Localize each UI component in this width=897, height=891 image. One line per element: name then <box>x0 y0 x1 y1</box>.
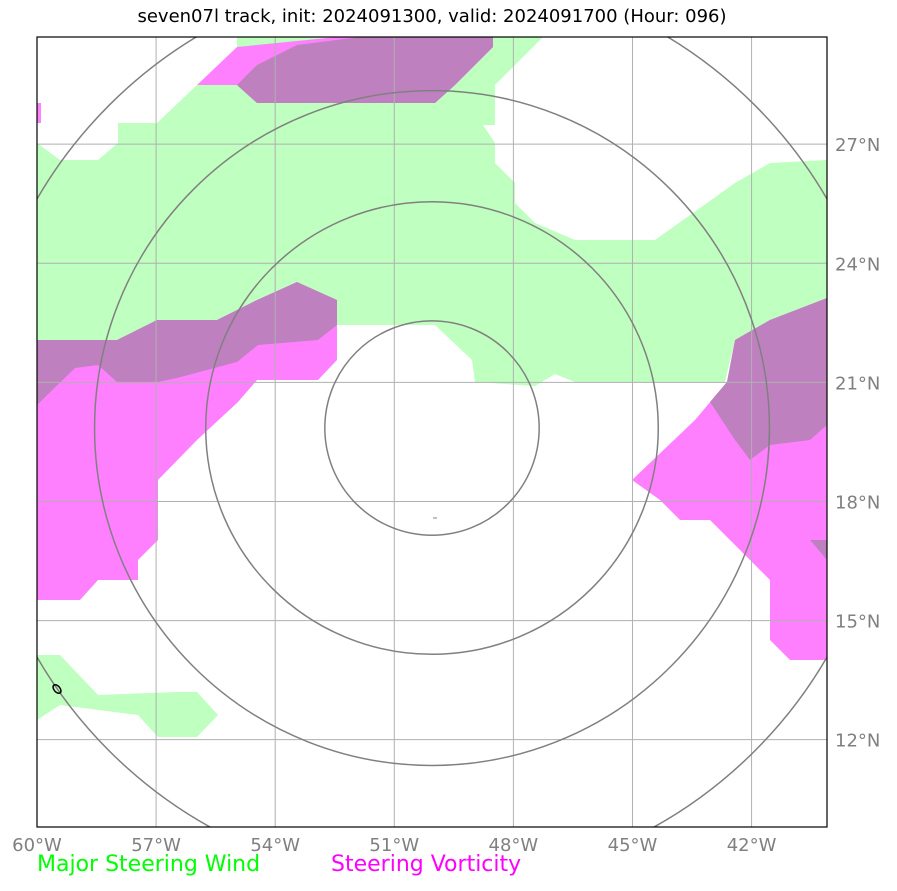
wind-region-north <box>37 37 827 386</box>
small-contour <box>52 683 62 695</box>
lon-tick-label-0: 60°W <box>12 835 62 856</box>
lon-tick-label-3: 51°W <box>369 835 419 856</box>
steering-wind-regions <box>37 37 827 737</box>
map-title: seven07l track, init: 2024091300, valid:… <box>137 6 727 27</box>
overlap-regions <box>37 37 827 560</box>
latitude-tick-labels: 27°N 24°N 21°N 18°N 15°N 12°N <box>835 135 880 751</box>
wind-region-southwest <box>37 655 218 737</box>
overlap-region-edge <box>810 540 827 560</box>
lat-tick-label-0: 27°N <box>835 135 880 156</box>
overlap-region-top <box>237 37 493 103</box>
lat-tick-label-2: 21°N <box>835 373 880 394</box>
gridlines <box>37 37 827 827</box>
lon-tick-label-4: 48°W <box>489 835 539 856</box>
range-ring-0 <box>324 320 540 536</box>
legend-steering-vorticity: Steering Vorticity <box>331 852 522 877</box>
range-ring-2 <box>93 89 771 767</box>
overlap-region-west <box>37 282 337 405</box>
lon-tick-label-6: 42°W <box>727 835 777 856</box>
range-ring-1 <box>204 200 660 656</box>
plot-frame <box>36 36 828 828</box>
overlap-region-east <box>710 298 827 460</box>
lat-tick-label-4: 15°N <box>835 612 880 633</box>
longitude-tick-labels: 60°W 57°W 54°W 51°W 48°W 45°W 42°W <box>12 835 776 856</box>
legend-steering-wind: Major Steering Wind <box>37 852 261 877</box>
lon-tick-label-1: 57°W <box>131 835 181 856</box>
lat-tick-label-3: 18°N <box>835 492 880 513</box>
lon-tick-label-5: 45°W <box>608 835 658 856</box>
vorticity-region-edge <box>37 103 41 123</box>
lon-tick-label-2: 54°W <box>250 835 300 856</box>
lat-tick-label-1: 24°N <box>835 254 880 275</box>
lat-tick-label-5: 12°N <box>835 731 880 752</box>
